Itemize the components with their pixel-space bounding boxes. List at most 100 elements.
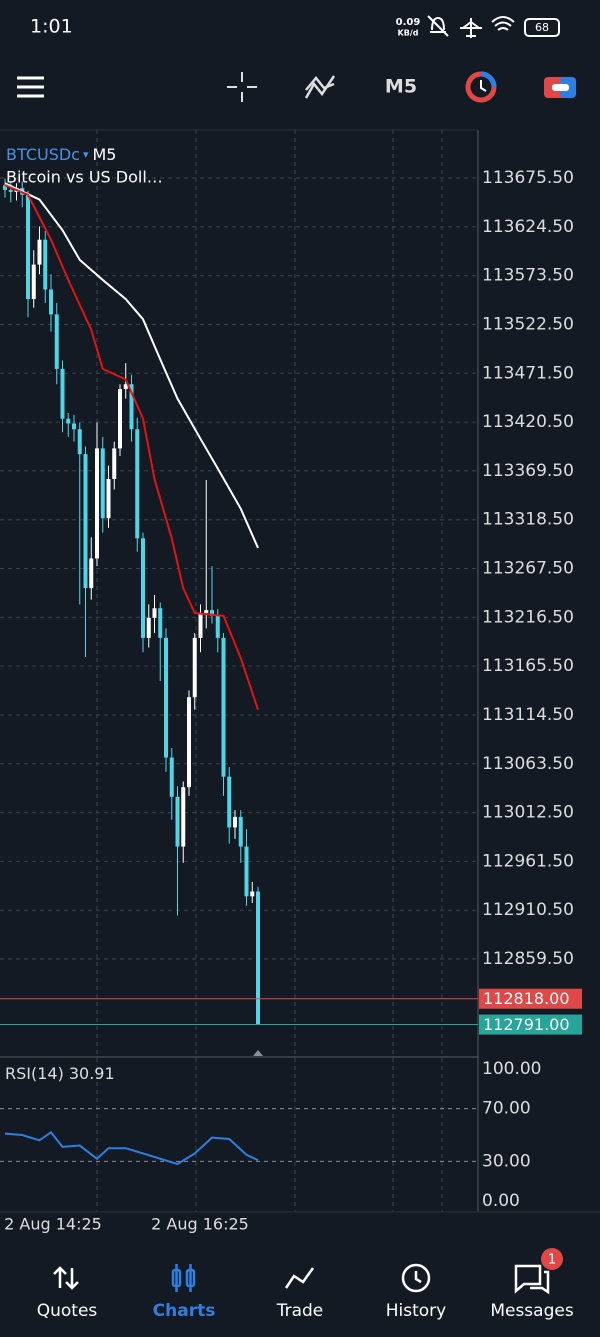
indicators-button[interactable]: [304, 75, 336, 99]
time-label: 2 Aug 16:25: [151, 1215, 249, 1234]
symbol-header: BTCUSDc ▾ M5: [6, 145, 116, 164]
symbol-description: Bitcoin vs US Doll…: [6, 168, 163, 187]
candle-body: [31, 264, 36, 300]
status-icons: [427, 15, 560, 38]
candle-body: [215, 615, 220, 638]
moving-average: [4, 182, 259, 549]
candle-body: [227, 776, 232, 828]
symbol-timeframe: M5: [93, 145, 117, 164]
price-tick-label: 113471.50: [482, 363, 574, 383]
candle-body: [123, 384, 128, 390]
price-tick-label: 113114.50: [482, 705, 574, 725]
price-tick-label: 113675.50: [482, 168, 574, 188]
candle-body: [198, 613, 203, 638]
candle-body: [66, 418, 71, 424]
rsi-name: RSI(14): [5, 1064, 64, 1083]
price-tick-label: 113216.50: [482, 607, 574, 627]
moving-average: [4, 184, 259, 710]
candle-body: [244, 846, 249, 897]
timeframe-button[interactable]: M5: [385, 76, 417, 98]
net-unit: KB/d: [398, 29, 419, 38]
status-time: 1:01: [30, 16, 73, 38]
rsi-title: RSI(14) 30.91: [5, 1064, 115, 1083]
price-tick-label: 112961.50: [482, 851, 574, 871]
candle-body: [175, 796, 180, 847]
candle-body: [146, 617, 151, 638]
rsi-tick-label: 100.00: [482, 1059, 541, 1079]
candle-body: [54, 314, 59, 369]
candle-body: [49, 289, 53, 315]
rsi-line: [4, 1131, 259, 1166]
price-tick-label: 113369.50: [482, 461, 574, 481]
messages-badge: [541, 1248, 563, 1270]
crosshair-button[interactable]: [227, 72, 257, 102]
candle-body: [118, 389, 122, 449]
candle-body: [256, 891, 260, 1025]
nav-item[interactable]: Charts: [153, 1301, 216, 1321]
messages-badge-count: 1: [548, 1253, 556, 1268]
candle-body: [89, 558, 94, 589]
price-label-box: [479, 1014, 582, 1035]
nav-icons: [53, 1263, 550, 1295]
battery-level: 68: [535, 21, 549, 34]
nav-item[interactable]: Messages: [490, 1301, 574, 1321]
candle-body: [169, 757, 174, 797]
candle-body: [135, 429, 140, 539]
candle-body: [3, 185, 7, 190]
price-line-label: 112818.00: [483, 989, 570, 1008]
trade-button[interactable]: [544, 77, 576, 98]
price-tick-label: 112859.50: [482, 949, 574, 969]
candle-body: [250, 891, 255, 897]
rsi-tick-label: 0.00: [482, 1191, 520, 1211]
menu-button[interactable]: [17, 76, 44, 98]
price-tick-label: 112910.50: [482, 900, 574, 920]
candle-body: [43, 239, 48, 290]
candle-body: [152, 608, 157, 618]
candle-body: [187, 697, 191, 788]
rsi-tick-label: 30.00: [482, 1151, 531, 1171]
nav-item[interactable]: Quotes: [37, 1301, 98, 1321]
candle-body: [60, 368, 65, 419]
candle-body: [106, 479, 111, 519]
price-line-label: 112791.00: [483, 1015, 570, 1034]
candle-body: [129, 384, 134, 430]
time-label: 2 Aug 14:25: [4, 1215, 102, 1234]
candle-body: [181, 787, 186, 847]
price-tick-label: 113165.50: [482, 656, 574, 676]
candle-body: [112, 448, 117, 480]
candle-body: [141, 538, 145, 638]
candle-body: [95, 448, 99, 559]
price-tick-label: 113318.50: [482, 510, 574, 530]
timer-button[interactable]: [465, 71, 497, 103]
price-tick-label: 113573.50: [482, 266, 574, 286]
price-tick-label: 113522.50: [482, 314, 574, 334]
candle-body: [238, 816, 243, 847]
rsi-value: 30.91: [69, 1064, 115, 1083]
bottom-nav: [0, 1245, 600, 1333]
candle-body: [77, 429, 82, 455]
price-tick-label: 113063.50: [482, 754, 574, 774]
symbol-dropdown[interactable]: ▾: [83, 148, 89, 161]
price-tick-label: 113624.50: [482, 217, 574, 237]
candle-body: [233, 816, 237, 828]
rsi-tick-label: 70.00: [482, 1099, 531, 1119]
price-label-box: [479, 988, 582, 1009]
price-tick-label: 113267.50: [482, 559, 574, 579]
symbol: BTCUSDc: [6, 145, 80, 164]
candle-body: [192, 637, 197, 698]
price-tick-label: 113012.50: [482, 803, 574, 823]
nav-item[interactable]: Trade: [276, 1301, 324, 1321]
candle-body: [100, 448, 105, 519]
nav-item[interactable]: History: [386, 1301, 446, 1321]
price-tick-label: 113420.50: [482, 412, 574, 432]
candle-body: [158, 608, 163, 638]
grid: 113675.50 113624.50 113573.50 113522.50 1134…: [0, 168, 574, 1234]
candle-body: [164, 637, 168, 758]
marks: 112818.00 112791.00: [0, 178, 582, 1166]
nav-labels: Quotes Charts Trade History Messages: [37, 1301, 574, 1321]
net-speed: 0.09: [396, 17, 421, 28]
candle-body: [8, 189, 13, 192]
candle-body: [204, 610, 209, 614]
